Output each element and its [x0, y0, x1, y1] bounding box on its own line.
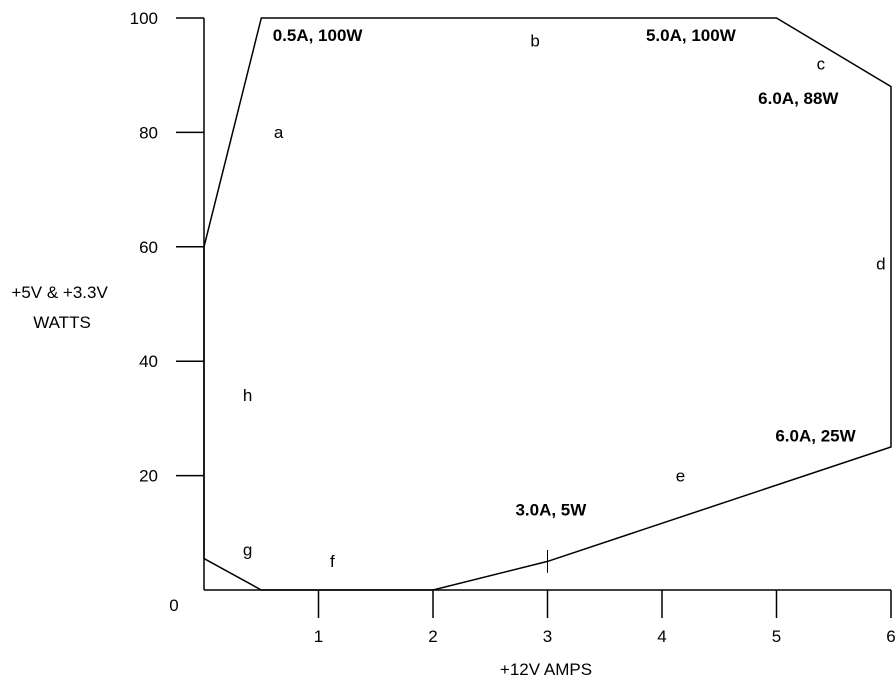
corner-annotation: 6.0A, 25W	[775, 426, 856, 445]
segment-label: c	[817, 54, 826, 73]
x-tick-label: 3	[543, 627, 552, 646]
y-tick-label: 80	[139, 123, 158, 142]
segment-label: e	[676, 466, 685, 485]
y-tick-label: 100	[130, 9, 158, 28]
x-tick-label: 2	[428, 627, 437, 646]
corner-annotation: 3.0A, 5W	[515, 501, 587, 520]
segment-label: g	[243, 541, 252, 560]
y-axis-title-line-2: WATTS	[33, 313, 91, 332]
x-tick-label: 1	[314, 627, 323, 646]
segment-label: d	[876, 255, 885, 274]
x-tick-label: 5	[772, 627, 781, 646]
labels: 0.5A, 100W 5.0A, 100W 6.0A, 88W 6.0A, 25W 3.…	[243, 26, 886, 571]
corner-annotation: 0.5A, 100W	[273, 26, 364, 45]
corner-annotation: 6.0A, 88W	[758, 89, 839, 108]
x-tick-label: 6	[886, 627, 895, 646]
y-axis-title-line-1: +5V & +3.3V	[11, 283, 108, 302]
segment-label: a	[274, 123, 284, 142]
corner-annotation: 5.0A, 100W	[646, 26, 737, 45]
x-axis-title: +12V AMPS	[500, 660, 592, 679]
y-tick-label: 20	[139, 467, 158, 486]
y-tick-label: 60	[139, 238, 158, 257]
y-tick-label: 40	[139, 352, 158, 371]
segment-label: f	[330, 552, 335, 571]
origin-label: 0	[169, 596, 178, 615]
y-axis-title: +5V & +3.3V WATTS	[11, 283, 112, 332]
boundary-series	[203, 17, 892, 591]
segment-label: h	[243, 386, 252, 405]
operating-region-line	[203, 17, 892, 591]
ticks: 1 2 3 4 5 6 20 40 60 80 100	[130, 9, 896, 646]
segment-label: b	[530, 32, 539, 51]
x-tick-label: 4	[657, 627, 666, 646]
